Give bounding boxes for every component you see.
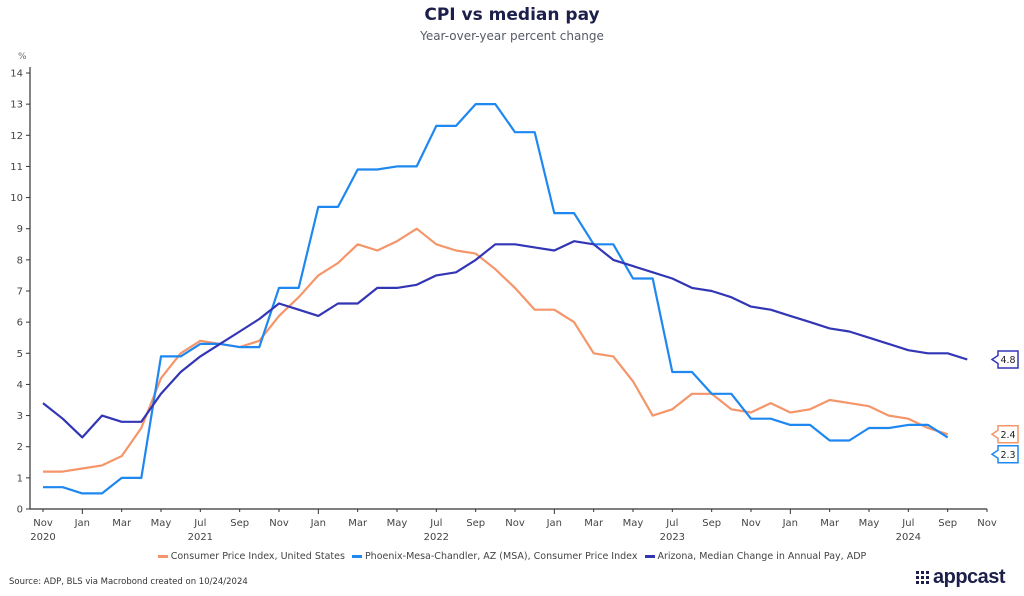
- x-tick-label: Jan: [546, 518, 562, 529]
- y-tick-label: 13: [10, 100, 23, 111]
- y-tick-label: 7: [17, 287, 23, 298]
- legend-swatch-phoenix-cpi: [351, 555, 362, 558]
- legend-label: Arizona, Median Change in Annual Pay, AD…: [657, 551, 867, 562]
- legend-label: Consumer Price Index, United States: [170, 551, 345, 562]
- line-phoenix-cpi: [43, 102, 949, 495]
- x-tick-label: Mar: [348, 518, 368, 529]
- x-tick-label: Jul: [193, 518, 206, 529]
- y-tick-label: 1: [17, 473, 23, 484]
- x-tick-label: Jan: [74, 518, 90, 529]
- x-tick-label: Nov: [505, 518, 525, 529]
- x-tick-label: Mar: [820, 518, 840, 529]
- end-label-box: [990, 425, 1019, 444]
- line-cpi-us: [43, 227, 949, 473]
- y-tick-label: 2: [17, 442, 23, 453]
- end-label-text: 2.3: [1000, 450, 1015, 461]
- chart-title: CPI vs median pay: [424, 5, 600, 25]
- logo-mark-icon: [916, 571, 929, 584]
- end-label-box: [990, 350, 1019, 369]
- x-tick-label: Jul: [901, 518, 914, 529]
- y-tick-label: 8: [17, 255, 23, 266]
- y-tick-label: 4: [17, 380, 23, 391]
- legend-item-arizona-pay: Arizona, Median Change in Annual Pay, AD…: [644, 551, 867, 562]
- x-tick-label: Jan: [310, 518, 326, 529]
- line-arizona-pay: [42, 240, 968, 439]
- legend-label: Phoenix-Mesa-Chandler, AZ (MSA), Consume…: [364, 551, 638, 562]
- legend-item-cpi-us: Consumer Price Index, United States: [157, 551, 345, 562]
- x-tick-label: May: [151, 518, 172, 529]
- end-label-phoenix-cpi: 2.3: [990, 445, 1019, 464]
- x-tick-label: Sep: [230, 518, 249, 529]
- x-tick-label: Jan: [782, 518, 798, 529]
- x-tick-label: Jul: [665, 518, 678, 529]
- y-tick-label: 9: [17, 224, 23, 235]
- legend-item-phoenix-cpi: Phoenix-Mesa-Chandler, AZ (MSA), Consume…: [351, 551, 638, 562]
- logo-text: appcast: [933, 566, 1006, 588]
- legend-swatch-arizona-pay: [644, 555, 655, 558]
- y-tick-label: 6: [17, 318, 23, 329]
- chart-subtitle: Year-over-year percent change: [420, 29, 604, 43]
- appcast-logo: appcast: [916, 566, 1006, 589]
- x-tick-label: Mar: [584, 518, 604, 529]
- end-label-box: [990, 445, 1019, 464]
- x-tick-label: Sep: [466, 518, 485, 529]
- x-tick-label: Sep: [702, 518, 721, 529]
- x-tick-label: Nov: [741, 518, 761, 529]
- source-note: Source: ADP, BLS via Macrobond created o…: [9, 577, 248, 587]
- end-label-arizona-pay: 4.8: [990, 350, 1019, 369]
- y-tick-label: 3: [17, 411, 23, 422]
- y-tick-label: 5: [17, 349, 23, 360]
- x-tick-year-label: 2023: [660, 532, 685, 543]
- x-tick-label: Jul: [429, 518, 442, 529]
- x-tick-year-label: 2020: [30, 532, 55, 543]
- legend: Consumer Price Index, United States Phoe…: [0, 551, 1024, 562]
- x-tick-year-label: 2021: [188, 532, 213, 543]
- y-tick-label: 12: [10, 131, 23, 142]
- x-tick-label: Sep: [938, 518, 957, 529]
- y-tick-label: 10: [10, 193, 23, 204]
- end-label-text: 2.4: [1000, 430, 1015, 441]
- y-tick-label: 11: [10, 162, 23, 173]
- x-tick-year-label: 2024: [896, 532, 921, 543]
- legend-swatch-cpi-us: [157, 555, 168, 558]
- x-tick-label: Nov: [33, 518, 53, 529]
- x-tick-label: May: [859, 518, 880, 529]
- x-tick-label: May: [623, 518, 644, 529]
- end-label-text: 4.8: [1000, 355, 1015, 366]
- x-tick-label: Nov: [977, 518, 997, 529]
- x-tick-label: Nov: [269, 518, 289, 529]
- end-label-cpi-us: 2.4: [990, 425, 1019, 444]
- y-tick-label: 14: [10, 69, 23, 80]
- x-tick-label: May: [387, 518, 408, 529]
- x-tick-label: Mar: [112, 518, 132, 529]
- y-axis-unit: %: [18, 52, 27, 62]
- x-tick-year-label: 2022: [424, 532, 449, 543]
- y-tick-label: 0: [17, 505, 23, 516]
